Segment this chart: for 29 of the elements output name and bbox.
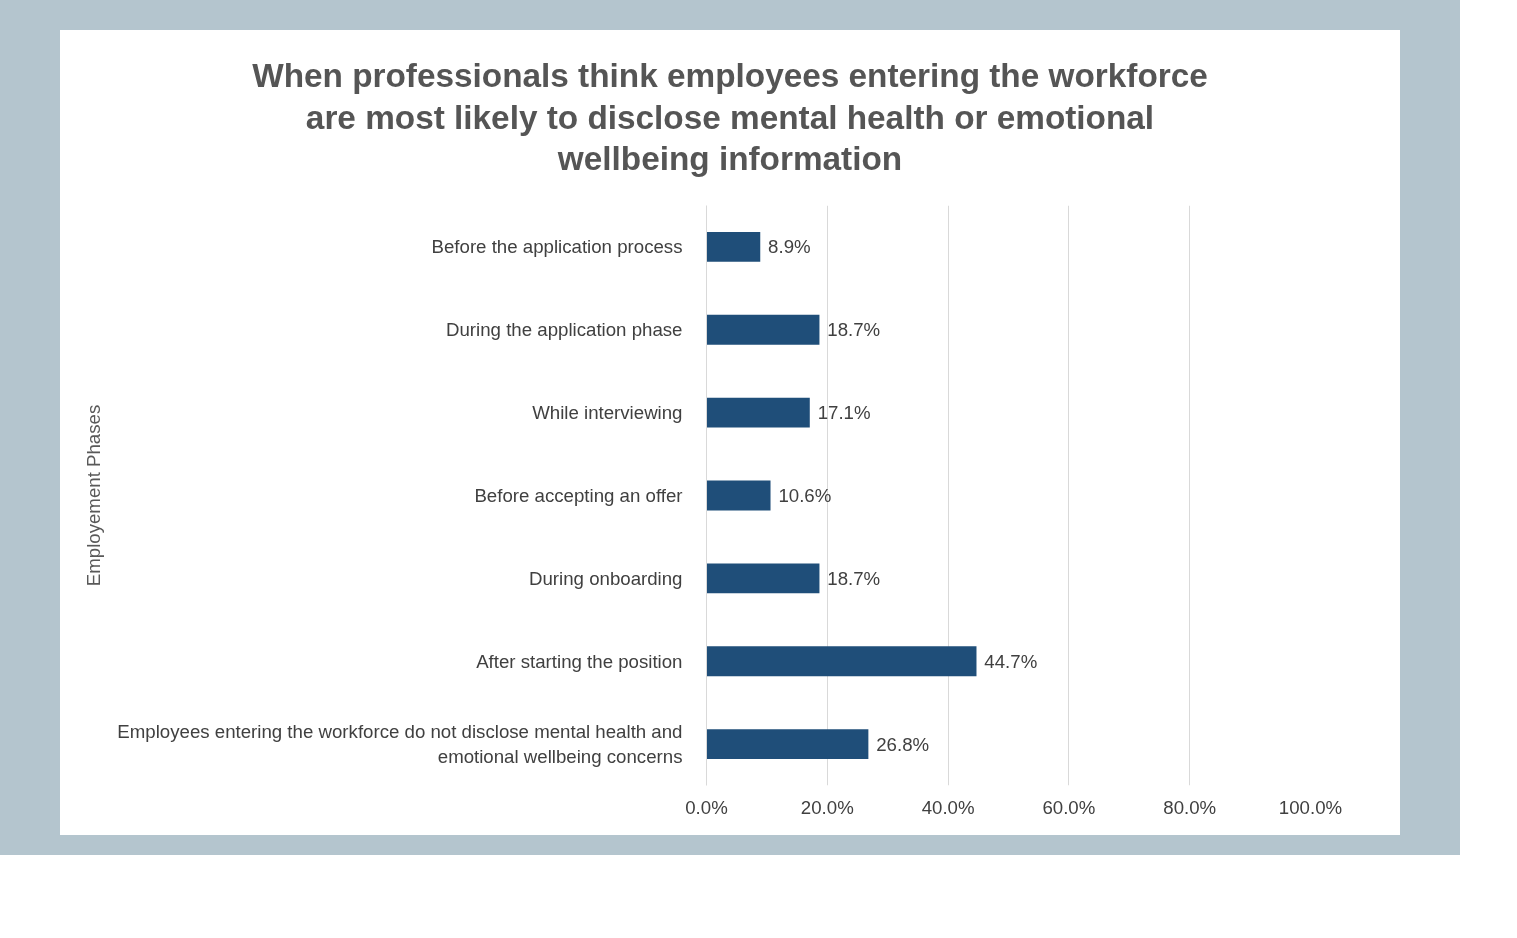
x-tick-label: 80.0% xyxy=(1163,796,1217,818)
bar xyxy=(706,314,820,345)
bar xyxy=(706,646,977,677)
bar xyxy=(706,397,810,428)
y-tick-label: Before the application process xyxy=(431,236,683,258)
data-label: 18.7% xyxy=(827,319,881,341)
y-tick-label: During the application phase xyxy=(446,319,683,341)
data-label: 44.7% xyxy=(984,650,1038,672)
x-tick-label: 40.0% xyxy=(921,796,975,818)
chart-title: When professionals think employees entering the workforce are most likely to disclose mental health or emotional wellbeing information xyxy=(252,56,1208,180)
bar xyxy=(706,480,771,511)
data-label: 18.7% xyxy=(827,567,881,589)
bar xyxy=(706,231,761,262)
data-label: 8.9% xyxy=(768,236,811,258)
data-label: 10.6% xyxy=(778,484,832,506)
x-tick-label: 0.0% xyxy=(685,796,728,818)
x-tick-label: 60.0% xyxy=(1042,796,1096,818)
y-tick-label: While interviewing xyxy=(532,402,683,424)
bar xyxy=(706,729,869,759)
x-tick-label: 100.0% xyxy=(1278,796,1343,818)
y-tick-label: Employees entering the workforce do not disclose mental health and emotional wellbeing concerns xyxy=(117,720,683,768)
bar xyxy=(706,563,820,594)
y-tick-label: During onboarding xyxy=(529,567,683,589)
y-tick-label: Before accepting an offer xyxy=(474,484,683,506)
y-axis-title: Employement Phases xyxy=(83,404,105,587)
data-label: 17.1% xyxy=(817,402,871,424)
y-tick-label: After starting the position xyxy=(476,650,683,672)
data-label: 26.8% xyxy=(876,733,930,755)
x-tick-label: 20.0% xyxy=(800,796,854,818)
